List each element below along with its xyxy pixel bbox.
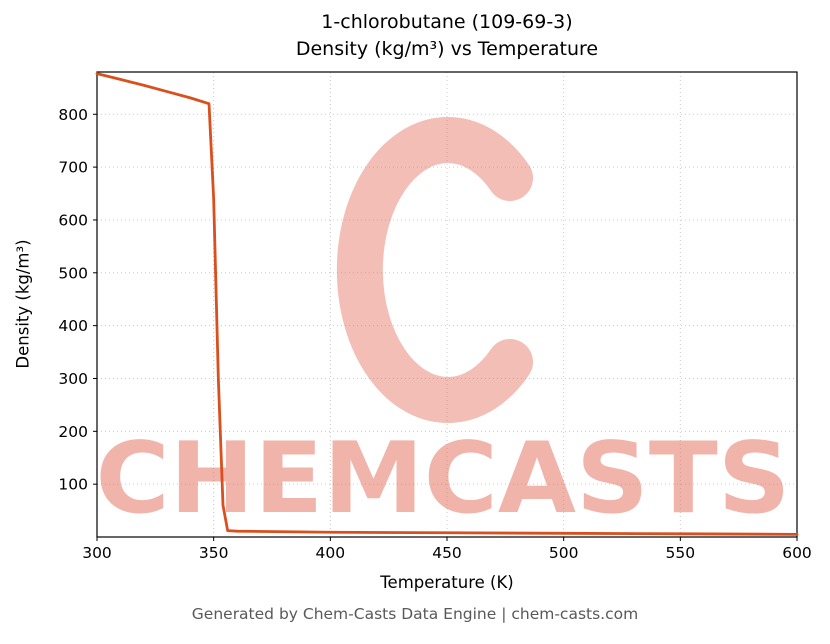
chart-title: 1-chlorobutane (109-69-3) Density (kg/m³… bbox=[97, 9, 797, 63]
x-tick-label: 350 bbox=[199, 544, 229, 562]
x-tick-label: 300 bbox=[82, 544, 112, 562]
x-tick-label: 450 bbox=[432, 544, 462, 562]
chart-title-line1: 1-chlorobutane (109-69-3) bbox=[321, 11, 573, 33]
watermark-c-icon bbox=[336, 117, 533, 423]
x-axis-label: Temperature (K) bbox=[380, 573, 514, 592]
y-tick-label: 200 bbox=[58, 423, 88, 441]
y-axis-label: Density (kg/m³) bbox=[13, 239, 33, 369]
y-tick-label: 500 bbox=[58, 264, 88, 282]
x-tick-label: 550 bbox=[666, 544, 696, 562]
y-tick-label: 400 bbox=[58, 317, 88, 335]
y-tick-label: 700 bbox=[58, 159, 88, 177]
watermark-text: CHEMCASTS bbox=[96, 422, 791, 536]
x-tick-label: 600 bbox=[782, 544, 812, 562]
density-line bbox=[95, 72, 799, 536]
footer-credit: Generated by Chem-Casts Data Engine | ch… bbox=[191, 605, 639, 623]
x-tick-label: 400 bbox=[316, 544, 346, 562]
y-tick-label: 100 bbox=[58, 476, 88, 494]
y-tick-label: 300 bbox=[58, 370, 88, 388]
y-tick-label: 600 bbox=[58, 211, 88, 229]
chart-title-line2: Density (kg/m³) vs Temperature bbox=[295, 38, 599, 60]
y-tick-label: 800 bbox=[58, 106, 88, 124]
x-tick-label: 500 bbox=[549, 544, 579, 562]
